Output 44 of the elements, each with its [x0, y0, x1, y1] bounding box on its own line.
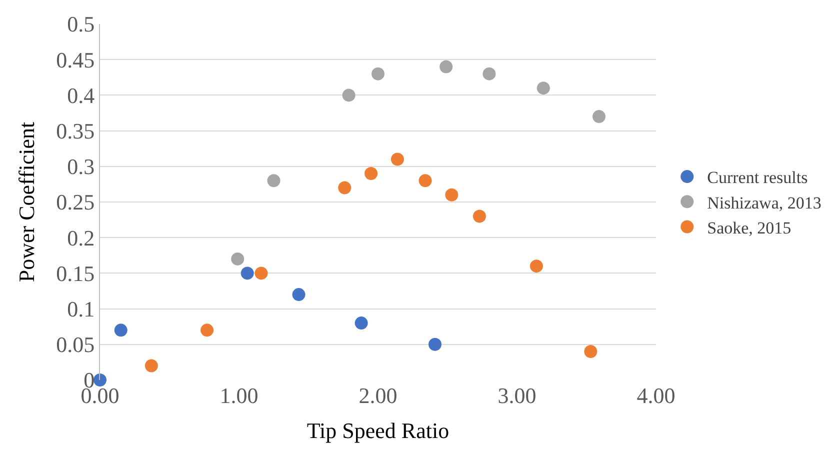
point — [292, 288, 306, 302]
x-axis-title: Tip Speed Ratio — [306, 418, 450, 443]
point — [338, 181, 352, 194]
point — [592, 110, 606, 124]
legend-label: Saoke, 2015 — [707, 218, 792, 238]
point — [445, 188, 458, 202]
point — [428, 338, 442, 351]
y-tick-label: 0.2 — [67, 225, 95, 250]
point — [231, 252, 244, 266]
point — [342, 88, 356, 102]
x-tick-label: 4.00 — [636, 383, 676, 408]
y-tick-label: 0.5 — [67, 12, 95, 37]
point — [94, 374, 106, 386]
y-tick-label: 0.35 — [56, 118, 95, 144]
point — [418, 174, 432, 188]
point — [144, 359, 158, 372]
point — [114, 324, 128, 337]
point — [530, 260, 543, 273]
x-tick-label: 3.00 — [498, 383, 536, 408]
y-tick-label: 0.15 — [56, 260, 95, 286]
point — [482, 67, 496, 80]
point — [354, 316, 368, 330]
legend-label: Nishizawa, 2013 — [707, 193, 822, 212]
point — [536, 82, 550, 95]
y-tick-label: 0.3 — [67, 154, 95, 180]
legend-label: Current results — [707, 168, 808, 188]
x-tick-label: 2.00 — [358, 383, 398, 408]
point — [472, 210, 486, 223]
point — [440, 60, 453, 74]
y-tick-label: 0.05 — [56, 332, 95, 358]
point — [240, 266, 254, 280]
point — [390, 152, 404, 166]
y-tick-label: 0.4 — [67, 82, 95, 108]
x-tick-label: 1.00 — [220, 383, 258, 408]
y-tick-label: 0.1 — [67, 296, 95, 322]
y-axis-title: Power Coefficient — [14, 122, 39, 282]
y-tick-label: 0.45 — [56, 47, 95, 72]
point — [200, 324, 214, 337]
point — [254, 266, 268, 280]
point — [584, 345, 598, 358]
point — [364, 167, 378, 180]
y-tick-label: 0.25 — [56, 190, 95, 215]
point — [267, 174, 280, 188]
point — [372, 67, 384, 80]
